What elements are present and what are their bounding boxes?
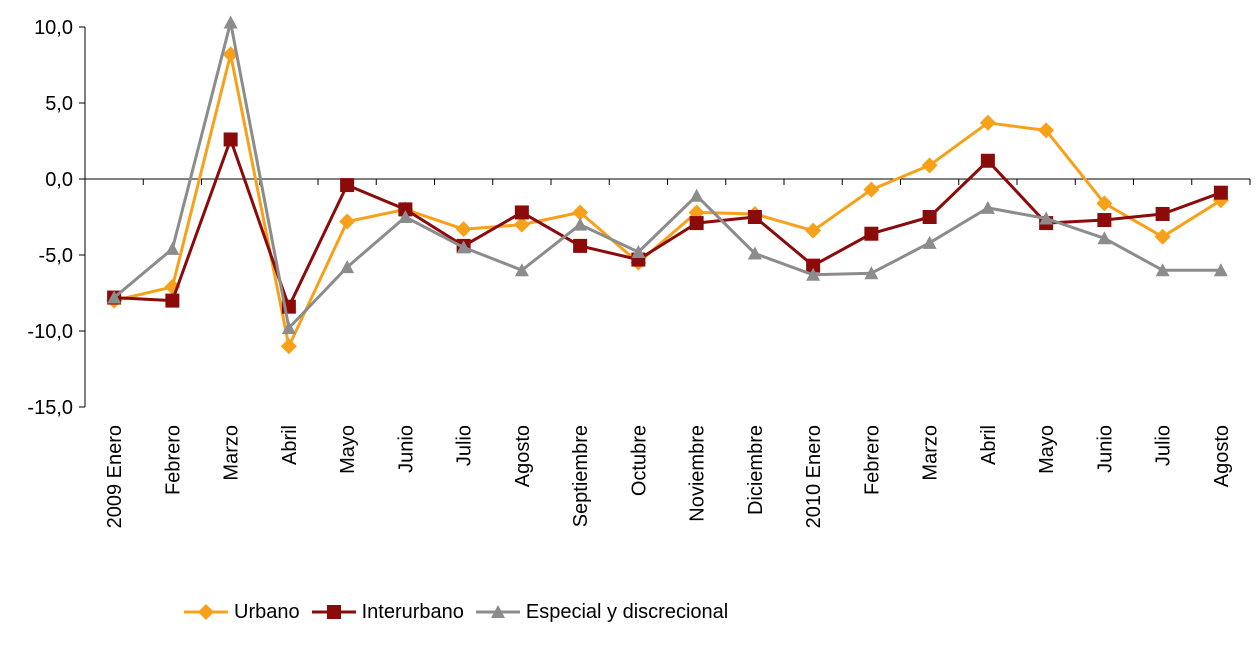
data-point-urbano (1096, 195, 1113, 212)
x-tick-label: Mayo (1036, 425, 1058, 474)
data-point-especial-y-discrecional (398, 210, 413, 223)
legend-item-urbano: Urbano (182, 595, 300, 629)
data-point-especial-y-discrecional (456, 240, 471, 254)
x-axis: 2009 Enero Febrero Marzo Abril Mayo Junio Juli… (84, 178, 1251, 528)
series-line-especial-y-discrecional (113, 20, 1221, 330)
legend-item-interurbano: Interurbano (310, 595, 464, 629)
data-point-especial-y-discrecional (514, 263, 529, 277)
data-point-interurbano (165, 293, 180, 308)
x-tick-label: Mayo (337, 425, 359, 474)
x-tick-label: Marzo (920, 425, 942, 481)
data-point-urbano (339, 213, 356, 230)
data-point-especial-y-discrecional (689, 188, 704, 202)
data-point-especial-y-discrecional (922, 235, 937, 249)
y-tick-label: -15,0 (27, 397, 73, 419)
data-point-especial-y-discrecional (1039, 211, 1054, 225)
data-point-especial-y-discrecional (864, 266, 879, 280)
x-tick-label: Julio (1153, 425, 1175, 466)
x-tick-label: Diciembre (745, 425, 767, 515)
data-point-interurbano (689, 216, 704, 231)
x-tick-label: Agosto (512, 425, 534, 487)
x-tick-label: Septiembre (570, 425, 592, 527)
y-axis: 10,0 5,0 0,0 -5,0 -10,0 -15,0 (27, 17, 86, 419)
x-tick-label: Marzo (221, 425, 243, 481)
x-tick-label: Octubre (628, 425, 650, 496)
x-tick-label: Febrero (861, 425, 883, 495)
series-especial-y-discrecional (107, 15, 1228, 334)
data-point-especial-y-discrecional (806, 267, 821, 281)
data-point-especial-y-discrecional (1213, 263, 1228, 277)
data-point-especial-y-discrecional (281, 320, 296, 334)
data-point-urbano (572, 204, 589, 221)
data-point-interurbano (980, 153, 995, 168)
data-point-interurbano (1213, 185, 1228, 200)
data-point-especial-y-discrecional (573, 217, 588, 231)
data-point-especial-y-discrecional (1097, 231, 1112, 245)
y-tick-label: 5,0 (45, 93, 73, 115)
data-point-interurbano (573, 238, 588, 253)
data-point-especial-y-discrecional (747, 246, 762, 260)
x-tick-label: Noviembre (687, 425, 709, 522)
data-point-urbano (513, 216, 530, 233)
y-tick-label: 10,0 (34, 17, 73, 39)
legend: Urbano Interurbano Especial y discrecion… (182, 595, 728, 629)
data-point-especial-y-discrecional (223, 15, 238, 29)
data-point-especial-y-discrecional (340, 260, 355, 274)
x-tick-label: Abril (279, 425, 301, 465)
data-point-interurbano (398, 202, 413, 217)
data-point-urbano (805, 222, 822, 239)
legend-label-urbano: Urbano (234, 600, 300, 623)
x-tick-label: Junio (395, 425, 417, 473)
y-tick-label: -10,0 (27, 321, 73, 343)
data-point-urbano (455, 221, 472, 238)
data-point-urbano (280, 338, 297, 355)
data-point-interurbano (864, 226, 879, 241)
x-tick-label: Junio (1094, 425, 1116, 473)
data-point-especial-y-discrecional (1155, 263, 1170, 277)
x-tick-label: Abril (978, 425, 1000, 465)
x-tick-label: 2010 Enero (803, 425, 825, 528)
data-point-interurbano (922, 210, 937, 224)
series-layer (106, 15, 1229, 355)
series-line-interurbano (114, 138, 1222, 309)
data-point-urbano (979, 114, 996, 131)
data-point-interurbano (340, 178, 355, 193)
data-point-interurbano (223, 132, 238, 147)
data-point-especial-y-discrecional (165, 241, 180, 255)
series-line-urbano (113, 52, 1222, 348)
legend-item-especial: Especial y discrecional (474, 595, 728, 629)
x-tick-label: Agosto (1211, 425, 1233, 487)
legend-label-interurbano: Interurbano (361, 600, 464, 623)
data-point-urbano (921, 157, 938, 174)
y-tick-label: -5,0 (39, 245, 73, 267)
data-point-urbano (1038, 122, 1055, 139)
x-tick-label: 2009 Enero (104, 425, 126, 528)
data-point-urbano (863, 181, 880, 198)
especial-legend-symbol (475, 605, 520, 618)
y-tick-label: 0,0 (45, 169, 73, 191)
data-point-especial-y-discrecional (631, 244, 646, 258)
legend-label-especial: Especial y discrecional (525, 600, 729, 623)
data-point-especial-y-discrecional (980, 200, 995, 214)
x-tick-label: Febrero (162, 425, 184, 495)
urbano-legend-symbol (184, 604, 228, 620)
data-point-interurbano (1155, 206, 1170, 221)
series-urbano (106, 46, 1229, 355)
data-point-interurbano (747, 210, 762, 224)
data-point-interurbano (1097, 213, 1112, 228)
data-point-interurbano (806, 258, 821, 273)
data-point-urbano (1154, 228, 1171, 245)
data-point-interurbano (514, 205, 529, 220)
interurbano-legend-symbol (311, 605, 356, 619)
data-point-especial-y-discrecional (107, 290, 122, 304)
x-tick-label: Julio (454, 425, 476, 466)
